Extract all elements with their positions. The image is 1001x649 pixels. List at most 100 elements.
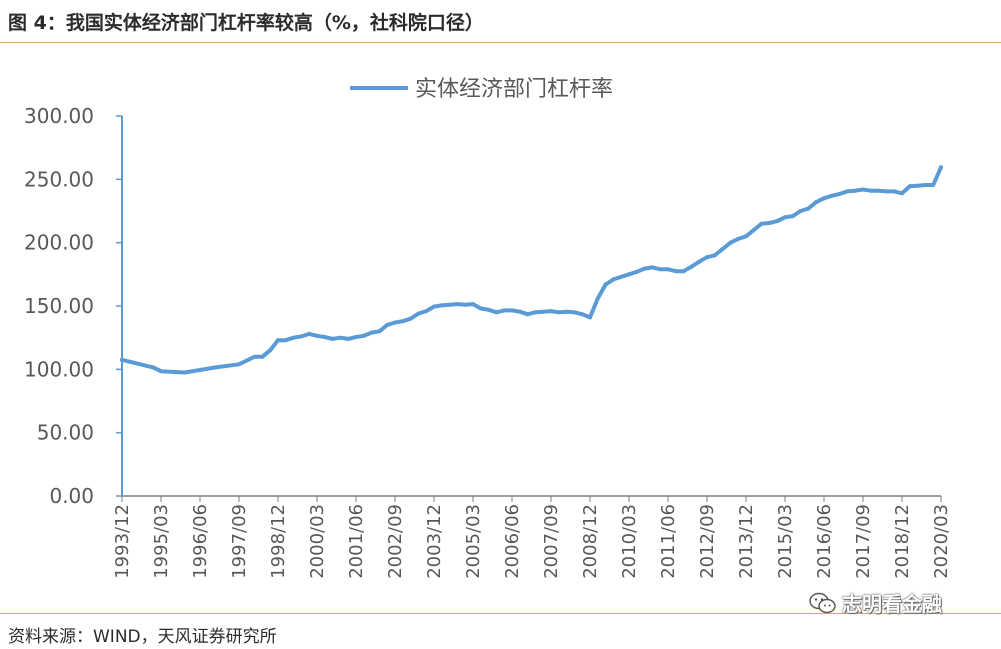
- data-point: [572, 310, 577, 315]
- y-axis: 0.00 50.00 100.00 150.00 200.00 250.00 300.00: [24, 104, 123, 508]
- data-point: [705, 255, 709, 260]
- x-tick-label: 2011/06: [658, 504, 679, 579]
- y-tick-label: 200.00: [24, 231, 94, 255]
- data-point: [783, 215, 787, 220]
- data-point: [588, 315, 592, 320]
- data-point: [775, 219, 780, 224]
- data-point: [751, 228, 756, 232]
- x-tick-label: 2008/12: [580, 504, 601, 579]
- x-tick-label: 1997/09: [229, 504, 250, 579]
- data-point: [767, 221, 772, 225]
- data-point: [798, 209, 803, 213]
- data-point: [237, 362, 241, 367]
- data-point: [330, 336, 335, 341]
- data-point: [837, 191, 842, 196]
- x-tick-label: 2002/09: [385, 504, 406, 579]
- x-tick-label: 2003/12: [424, 504, 445, 579]
- data-point: [673, 269, 678, 274]
- x-tick-label: 2005/03: [463, 504, 484, 579]
- data-point: [377, 329, 382, 334]
- data-point: [385, 323, 390, 327]
- legend: 实体经济部门杠杆率: [350, 77, 613, 102]
- x-tick-label: 2010/03: [619, 504, 640, 579]
- x-tick-label: 2000/03: [307, 504, 328, 579]
- data-point: [931, 183, 936, 187]
- x-tick-label: 2017/09: [853, 504, 874, 579]
- data-point: [510, 308, 514, 313]
- data-point: [549, 309, 553, 314]
- y-tick-label: 50.00: [37, 421, 94, 445]
- data-point: [455, 302, 460, 307]
- data-point: [439, 303, 444, 308]
- x-tick-label: 2018/12: [892, 504, 913, 579]
- figure-title: 图 4：我国实体经济部门杠杆率较高（%，社科院口径）: [8, 12, 484, 34]
- data-point: [151, 365, 156, 370]
- data-point: [876, 188, 881, 193]
- data-point: [619, 274, 624, 279]
- data-point: [432, 304, 436, 309]
- y-tick-label: 250.00: [24, 167, 94, 191]
- data-point: [658, 267, 663, 272]
- data-point: [283, 338, 288, 343]
- data-point: [689, 264, 694, 269]
- data-point: [611, 277, 616, 282]
- x-tick-label: 2001/06: [346, 504, 367, 579]
- data-point: [564, 309, 569, 314]
- data-point: [728, 240, 733, 245]
- x-tick-label: 2012/09: [697, 504, 718, 579]
- data-point: [478, 306, 483, 311]
- legend-label: 实体经济部门杠杆率: [415, 77, 613, 102]
- data-point: [268, 348, 273, 353]
- x-tick-label: 2015/03: [775, 504, 796, 579]
- data-point: [182, 370, 187, 375]
- y-tick-label: 0.00: [49, 484, 94, 508]
- data-point: [720, 247, 725, 251]
- data-point: [736, 236, 741, 241]
- data-point: [291, 335, 296, 340]
- data-point: [354, 335, 358, 339]
- data-point: [541, 309, 546, 314]
- x-tick-label: 2020/03: [931, 504, 952, 579]
- data-point: [681, 269, 686, 274]
- data-point: [697, 259, 702, 264]
- data-point: [939, 165, 943, 170]
- data-point: [393, 320, 397, 325]
- data-point: [744, 234, 748, 239]
- y-tick-label: 150.00: [24, 294, 94, 318]
- data-point: [307, 331, 312, 336]
- data-point: [315, 333, 319, 338]
- x-tick-label: 2006/06: [502, 504, 523, 579]
- data-point: [814, 200, 819, 205]
- data-point: [517, 309, 522, 314]
- plot-area: [120, 165, 943, 375]
- footer-divider: [0, 613, 1001, 614]
- data-point: [276, 338, 280, 343]
- data-point: [915, 183, 920, 188]
- wechat-icon: [809, 592, 836, 613]
- x-tick-label: 1996/06: [190, 504, 211, 579]
- data-point: [299, 334, 304, 339]
- title-divider: [0, 42, 1001, 43]
- data-point: [806, 206, 811, 211]
- y-tick-label: 300.00: [24, 104, 94, 128]
- data-point: [400, 319, 405, 324]
- data-point: [822, 196, 826, 201]
- watermark: 志明看金融: [808, 588, 942, 617]
- data-point: [424, 309, 429, 314]
- line-chart: 实体经济部门杠杆率 0.00 50.00 100.00 150.00 200.00 250…: [24, 77, 952, 579]
- data-point: [346, 336, 351, 341]
- watermark-text: 志明看金融: [842, 592, 942, 616]
- data-point: [853, 188, 858, 193]
- data-point: [447, 302, 452, 307]
- data-point: [416, 311, 421, 316]
- x-tick-label: 1993/12: [112, 504, 133, 579]
- data-point: [471, 302, 475, 307]
- data-point: [338, 335, 343, 340]
- x-tick-label: 1998/12: [268, 504, 289, 579]
- data-point: [603, 282, 608, 287]
- series-line: [120, 165, 943, 375]
- data-point: [198, 368, 202, 372]
- data-point: [712, 253, 717, 258]
- data-point: [907, 184, 912, 189]
- data-point: [650, 265, 655, 270]
